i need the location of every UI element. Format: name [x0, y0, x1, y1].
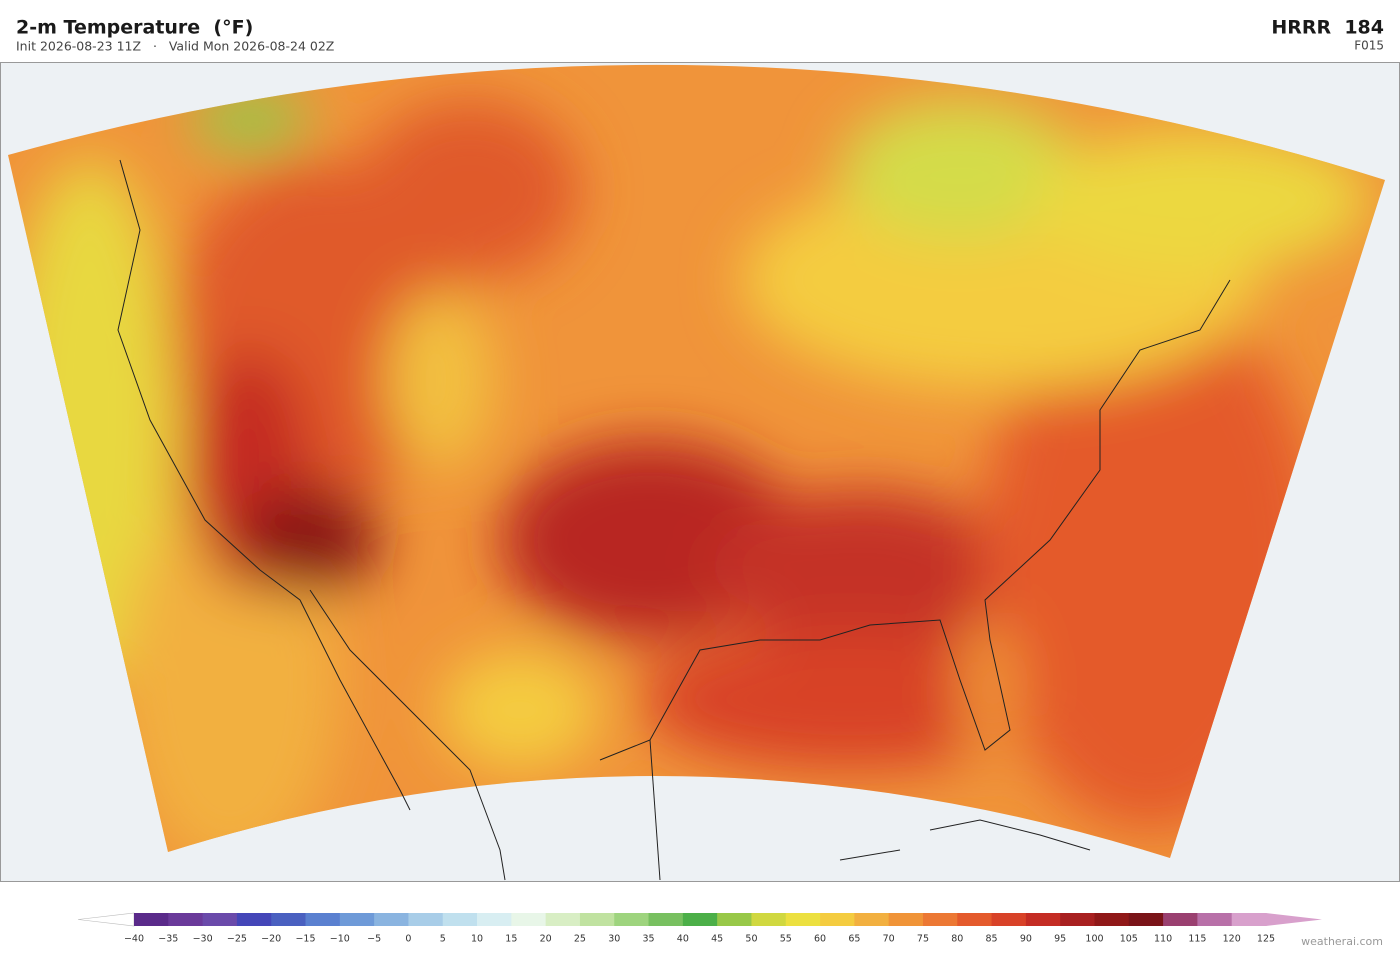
- colorbar-tick-label: 70: [883, 934, 895, 945]
- colorbar-tick-label: 95: [1054, 934, 1066, 945]
- colorbar-tick-label: −35: [158, 934, 178, 945]
- colorbar-segment: [168, 913, 204, 926]
- map: [0, 62, 1400, 882]
- colorbar-tick-label: 35: [642, 934, 654, 945]
- colorbar-segment: [236, 913, 272, 926]
- colorbar-tick-label: 25: [574, 934, 586, 945]
- colorbar-tick-label: 80: [951, 934, 963, 945]
- temperature-field: [8, 64, 1385, 858]
- colorbar-segment: [785, 913, 821, 926]
- colorbar-tick-label: 65: [848, 934, 860, 945]
- coastlines: [117, 159, 1231, 881]
- colorbar-tick-label: 100: [1085, 934, 1103, 945]
- colorbar-segment: [1163, 913, 1198, 926]
- colorbar-segment: [614, 913, 650, 926]
- colorbar-tick-label: 85: [986, 934, 998, 945]
- colorbar-segment: [1094, 913, 1130, 926]
- colorbar-segment: [648, 913, 684, 926]
- colorbar-segment: [408, 913, 444, 926]
- colorbar-segment: [888, 913, 924, 926]
- colorbar-segment: [477, 913, 512, 926]
- colorbar-tick-label: 115: [1188, 934, 1206, 945]
- colorbar-tick-label: 50: [745, 934, 757, 945]
- colorbar-segment: [134, 913, 169, 926]
- colorbar-tick-label: −10: [330, 934, 350, 945]
- colorbar-tick-label: 60: [814, 934, 826, 945]
- model: HRRR 184: [1271, 17, 1384, 39]
- colorbar-segment: [820, 913, 855, 926]
- colorbar-tick-label: 105: [1120, 934, 1138, 945]
- colorbar-tick-label: 45: [711, 934, 723, 945]
- colorbar-segment: [339, 913, 375, 926]
- colorbar-segment: [305, 913, 341, 926]
- subtitle: Init 2026-08-23 11Z · Valid Mon 2026-08-…: [16, 39, 334, 54]
- colorbar-segment: [1231, 913, 1267, 926]
- colorbar-tick-label: −30: [193, 934, 213, 945]
- colorbar-tick-label: 110: [1154, 934, 1172, 945]
- colorbar: −40 −35 −30 −25 −20 −15 −10 −5 0 5 10 15 20 25 30 35 40 4…: [77, 912, 1322, 945]
- colorbar-tick-label: 125: [1257, 934, 1275, 945]
- colorbar-tick-label: 75: [917, 934, 929, 945]
- colorbar-tick-label: −20: [261, 934, 281, 945]
- colorbar-segment: [271, 913, 307, 926]
- colorbar-tick-label: 120: [1223, 934, 1241, 945]
- colorbar-segment: [957, 913, 993, 926]
- colorbar-segment: [1128, 913, 1164, 926]
- colorbar-segment: [922, 913, 958, 926]
- colorbar-segment: [202, 913, 238, 926]
- colorbar-tick-label: 40: [677, 934, 689, 945]
- colorbar-tick-label: −5: [367, 934, 381, 945]
- colorbar-tick-label: 55: [780, 934, 792, 945]
- colorbar-tick-label: −25: [227, 934, 247, 945]
- colorbar-segment: [991, 913, 1027, 926]
- colorbar-tick-label: 90: [1020, 934, 1032, 945]
- credit: weatherai.com: [1301, 935, 1383, 948]
- colorbar-tick-label: 15: [505, 934, 517, 945]
- colorbar-segment: [751, 913, 787, 926]
- colorbar-segment: [442, 913, 478, 926]
- colorbar-tick-label: 30: [608, 934, 620, 945]
- colorbar-segment: [545, 913, 581, 926]
- colorbar-segment: [717, 913, 752, 926]
- title: 2-m Temperature (°F): [16, 17, 253, 39]
- colorbar-segment: [579, 913, 615, 926]
- colorbar-segment: [1197, 913, 1233, 926]
- colorbar-segment: [374, 913, 409, 926]
- colorbar-under: [77, 912, 135, 927]
- colorbar-tick-label: 20: [540, 934, 552, 945]
- forecast-hour: F015: [1354, 39, 1384, 53]
- colorbar-tick-label: 10: [471, 934, 483, 945]
- colorbar-segment: [1060, 913, 1095, 926]
- colorbar-segment: [1025, 913, 1061, 926]
- colorbar-segment: [682, 913, 718, 926]
- colorbar-tick-label: −40: [124, 934, 144, 945]
- colorbar-tick-label: 0: [405, 934, 411, 945]
- colorbar-over: [1266, 913, 1322, 926]
- colorbar-tick-label: 5: [440, 934, 446, 945]
- colorbar-segment: [511, 913, 547, 926]
- colorbar-tick-label: −15: [295, 934, 315, 945]
- colorbar-segment: [854, 913, 890, 926]
